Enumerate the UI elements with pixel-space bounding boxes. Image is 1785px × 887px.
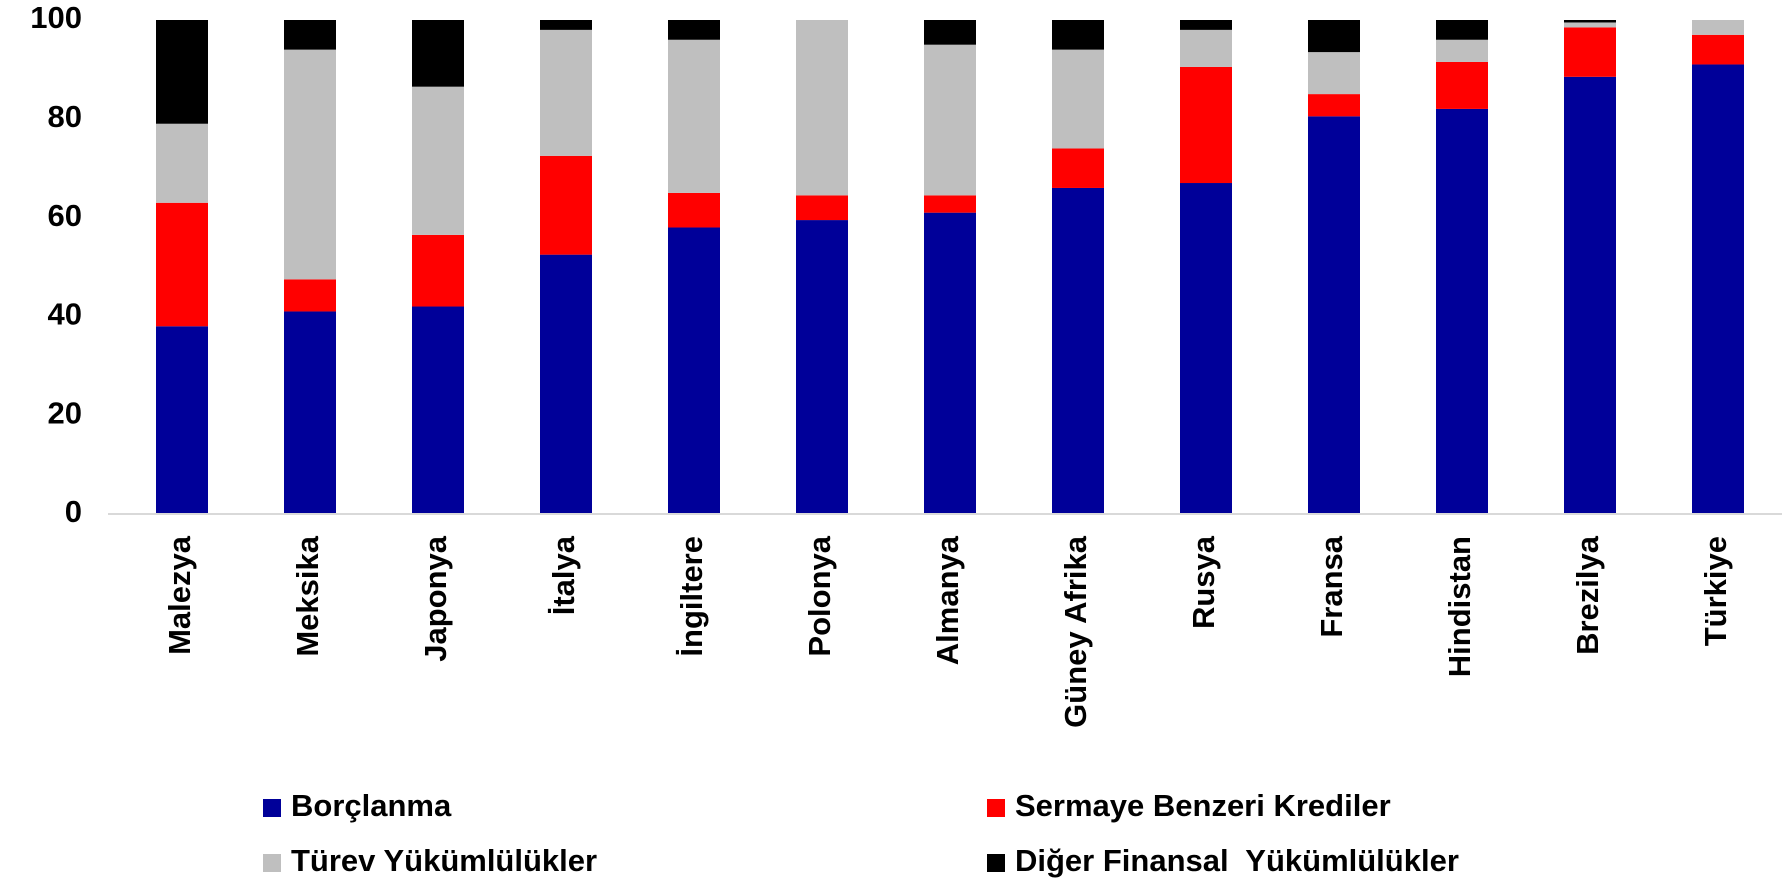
x-tick-label: Polonya: [802, 535, 837, 656]
bar-segment: [412, 20, 464, 87]
x-tick-label: İngiltere: [674, 536, 709, 657]
bar-segment: [412, 86, 464, 235]
x-tick-label: İtalya: [546, 535, 581, 615]
bar-segment: [412, 306, 464, 514]
bar-segment: [668, 192, 720, 228]
y-tick-label: 20: [48, 395, 82, 430]
bar-segment: [1564, 76, 1616, 514]
bar-segment: [284, 49, 336, 280]
bar-segment: [1436, 39, 1488, 62]
x-tick-label: Hindistan: [1442, 536, 1477, 677]
bar-segment: [1564, 20, 1616, 23]
bar-segment: [1308, 116, 1360, 514]
bar-segment: [1180, 66, 1232, 184]
legend-swatch: [987, 799, 1005, 817]
y-tick-label: 0: [65, 494, 82, 529]
bar-segment: [924, 212, 976, 514]
bar-segment: [1180, 20, 1232, 30]
legend-swatch: [263, 854, 281, 872]
bar-segment: [156, 202, 208, 327]
bar-segment: [668, 39, 720, 193]
bar-segment: [156, 123, 208, 203]
bar-segment: [796, 220, 848, 514]
bar-segment: [1436, 108, 1488, 515]
bar-segment: [284, 279, 336, 312]
bar-segment: [1052, 49, 1104, 149]
x-tick-label: Malezya: [162, 535, 197, 655]
x-tick-label: Güney Afrika: [1058, 535, 1093, 728]
legend-swatch: [987, 854, 1005, 872]
bar-segment: [1052, 148, 1104, 188]
legend-label: Diğer Finansal Yükümlülükler: [1015, 843, 1459, 878]
bar-segment: [1180, 183, 1232, 514]
bar-segment: [284, 311, 336, 514]
bar-segment: [540, 29, 592, 156]
bar-segment: [540, 20, 592, 30]
legend-label: Borçlanma: [291, 788, 452, 823]
x-tick-label: Japonya: [418, 535, 453, 662]
bar-segment: [1308, 94, 1360, 117]
bar-segment: [1692, 34, 1744, 65]
bar-segment: [540, 155, 592, 255]
bar-segment: [1564, 27, 1616, 77]
bar-segment: [924, 44, 976, 196]
bar-segment: [1692, 64, 1744, 515]
y-tick-label: 60: [48, 198, 82, 233]
bar-segment: [1052, 187, 1104, 514]
legend-label: Türev Yükümlülükler: [291, 843, 597, 878]
bar-segment: [284, 20, 336, 50]
bar-segment: [668, 227, 720, 515]
x-tick-label: Fransa: [1314, 535, 1349, 637]
bar-segment: [540, 254, 592, 514]
bar-segment: [924, 195, 976, 213]
bar-segment: [1052, 20, 1104, 50]
bar-segment: [668, 20, 720, 40]
legend-swatch: [263, 799, 281, 817]
bar-segment: [412, 234, 464, 307]
bar-segment: [1436, 61, 1488, 109]
x-tick-label: Rusya: [1186, 535, 1221, 629]
bar-segment: [156, 326, 208, 514]
bar-segment: [796, 195, 848, 221]
bar-segment: [156, 20, 208, 124]
bar-segment: [1180, 29, 1232, 67]
bar-segment: [924, 20, 976, 45]
bar-segment: [1308, 20, 1360, 53]
y-tick-label: 40: [48, 297, 82, 332]
x-tick-label: Brezilya: [1570, 535, 1605, 655]
bar-segment: [1692, 20, 1744, 35]
x-tick-label: Türkiye: [1698, 536, 1733, 646]
bar-segment: [796, 20, 848, 196]
y-tick-label: 100: [30, 0, 82, 35]
legend-label: Sermaye Benzeri Krediler: [1015, 788, 1391, 823]
bar-segment: [1436, 20, 1488, 40]
bar-segment: [1308, 52, 1360, 95]
x-tick-label: Meksika: [290, 535, 325, 656]
x-tick-label: Almanya: [930, 535, 965, 665]
y-tick-label: 80: [48, 99, 82, 134]
bar-segment: [1564, 22, 1616, 28]
